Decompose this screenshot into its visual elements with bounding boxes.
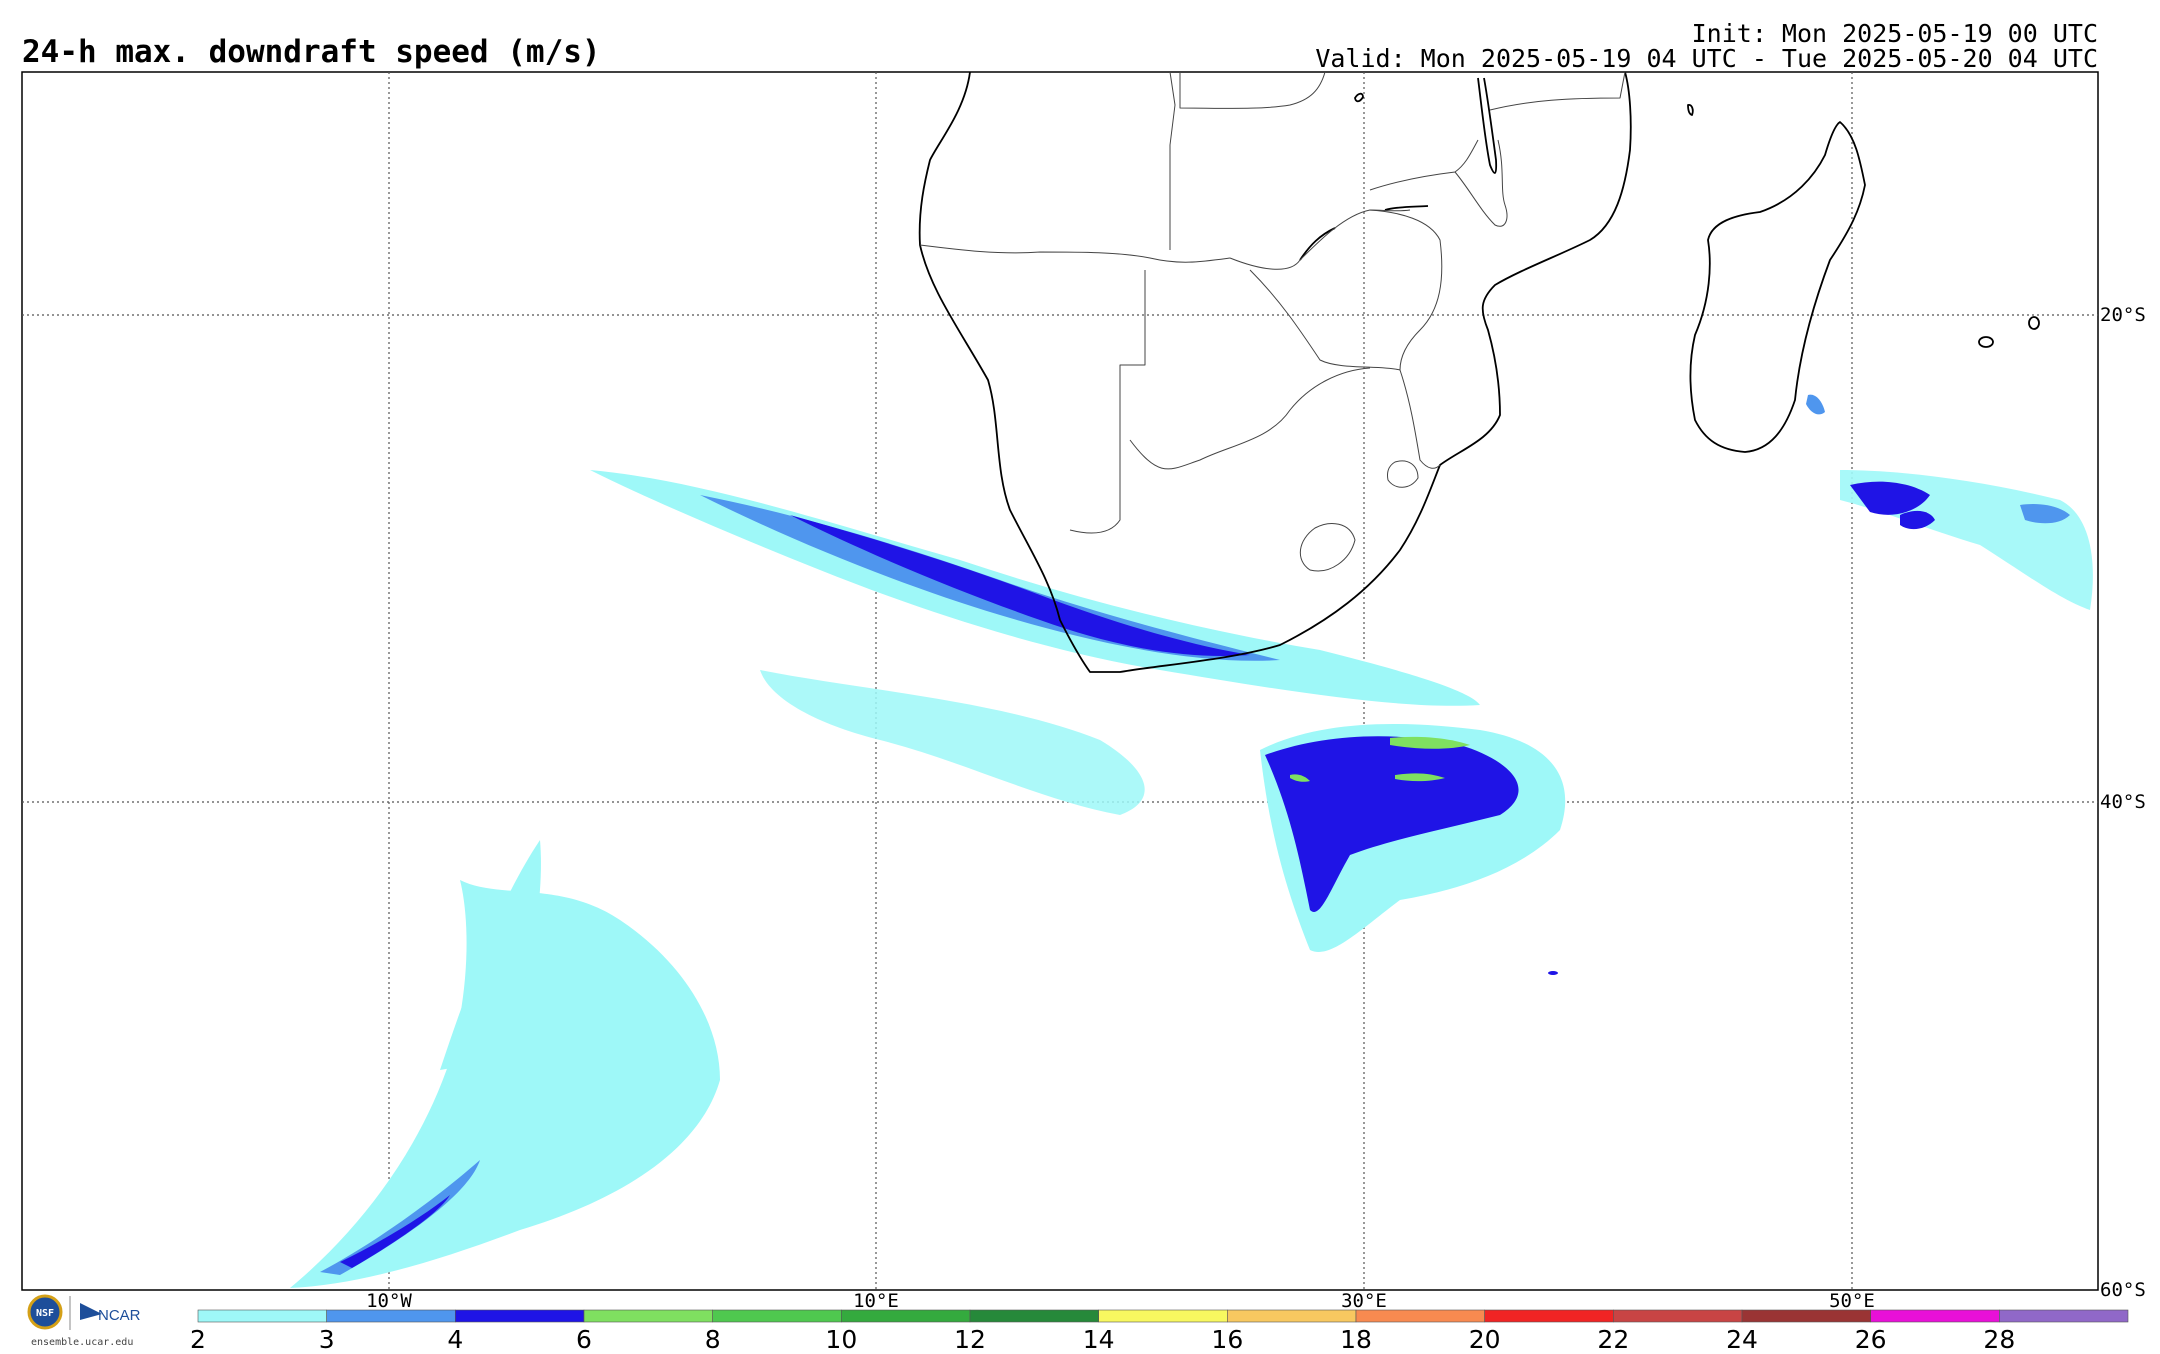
field-plume-southwest-level-3 bbox=[320, 1160, 480, 1275]
colorbar-swatch bbox=[197, 1309, 327, 1323]
colorbar-swatch bbox=[1098, 1309, 1228, 1323]
lon-label-30e: 30°E bbox=[1341, 1290, 1387, 1312]
mauritius-coastline bbox=[1978, 336, 1994, 348]
border-zimbabwe-mozambique bbox=[1369, 209, 1443, 371]
colorbar-swatch bbox=[1870, 1309, 2000, 1323]
field-madagascar-east-level-4a bbox=[1850, 481, 1930, 515]
colorbar-tick-label: 3 bbox=[319, 1325, 335, 1354]
colorbar-tick-label: 24 bbox=[1726, 1325, 1758, 1354]
border-angola-zambia bbox=[1169, 71, 1176, 250]
field-madagascar-east-level-4b bbox=[1900, 510, 1935, 530]
colorbar-tick-label: 20 bbox=[1469, 1325, 1501, 1354]
lake-kariba-coastline bbox=[1299, 227, 1336, 261]
lake-malawi-coastline bbox=[1477, 77, 1498, 174]
colorbar-tick-label: 10 bbox=[825, 1325, 857, 1354]
field-agulhas-cluster-level-6c bbox=[1290, 774, 1310, 782]
colorbar-swatch bbox=[712, 1309, 842, 1323]
field-plume-southwest-level-2 bbox=[290, 880, 720, 1288]
colorbar-swatch bbox=[1613, 1309, 1743, 1323]
colorbar-swatch bbox=[1355, 1309, 1485, 1323]
country-borders bbox=[919, 71, 1626, 572]
field-isolated-cell-level-4 bbox=[1548, 971, 1558, 975]
field-scatter-south-atlantic-level-2 bbox=[760, 670, 1145, 815]
downdraft-field bbox=[290, 394, 2093, 1288]
lat-label-40s: 40°S bbox=[2100, 791, 2146, 813]
colorbar-tick-label: 6 bbox=[576, 1325, 592, 1354]
border-zambia-zimbabwe bbox=[1229, 209, 1411, 270]
colorbar-tick-label: 26 bbox=[1855, 1325, 1887, 1354]
nsf-logo: NSF bbox=[27, 1294, 63, 1330]
colorbar: 2 3 4 6 8 10 12 14 16 18 20 22 24 26 28 bbox=[190, 1309, 2129, 1354]
lake-tanganyika-south-coastline bbox=[1354, 92, 1364, 103]
lon-label-10e: 10°E bbox=[853, 1290, 899, 1312]
field-madagascar-east-level-3 bbox=[2020, 504, 2070, 524]
colorbar-tick-label: 2 bbox=[190, 1325, 206, 1354]
nsf-logo-text: NSF bbox=[36, 1308, 54, 1319]
ncar-logo-mark bbox=[80, 1303, 102, 1320]
field-plume-southwest-level-4 bbox=[340, 1195, 450, 1268]
madagascar-coastline bbox=[1689, 121, 1866, 453]
border-botswana-south-africa bbox=[1129, 367, 1371, 470]
lon-label-50e: 50°E bbox=[1829, 1290, 1875, 1312]
colorbar-tick-label: 16 bbox=[1211, 1325, 1243, 1354]
map-title: 24-h max. downdraft speed (m/s) bbox=[22, 34, 601, 70]
colorbar-swatch bbox=[1484, 1309, 1614, 1323]
field-agulhas-cluster-level-6b bbox=[1395, 773, 1445, 782]
colorbar-swatch bbox=[969, 1309, 1099, 1323]
colorbar-swatch bbox=[1999, 1309, 2129, 1323]
colorbar-swatch bbox=[455, 1309, 585, 1323]
comoros-coastline bbox=[1687, 104, 1694, 116]
border-angola-namibia bbox=[919, 244, 1231, 263]
colorbar-swatch bbox=[583, 1309, 713, 1323]
border-tanzania-mozambique bbox=[1489, 71, 1626, 111]
colorbar-tick-label: 22 bbox=[1597, 1325, 1629, 1354]
field-agulhas-cluster-level-6a bbox=[1390, 736, 1470, 749]
colorbar-tick-label: 28 bbox=[1983, 1325, 2015, 1354]
border-lesotho bbox=[1300, 523, 1356, 572]
ensemble-site-text: ensemble.ucar.edu bbox=[31, 1337, 133, 1348]
field-atlantic-band-level-4 bbox=[790, 515, 1250, 656]
border-zambia-congo bbox=[1179, 71, 1326, 109]
ncar-logo: NCAR bbox=[80, 1303, 141, 1324]
coastlines bbox=[918, 71, 2040, 673]
valid-time: Valid: Mon 2025-05-19 04 UTC - Tue 2025-… bbox=[1315, 44, 2098, 73]
field-agulhas-cluster-level-4 bbox=[1265, 736, 1519, 912]
border-zambia-malawi bbox=[1369, 139, 1479, 191]
map-frame bbox=[21, 71, 2099, 1291]
colorbar-swatch bbox=[841, 1309, 971, 1323]
colorbar-tick-label: 12 bbox=[954, 1325, 986, 1354]
colorbar-tick-label: 8 bbox=[705, 1325, 721, 1354]
colorbar-swatch bbox=[1741, 1309, 1871, 1323]
border-botswana-zimbabwe bbox=[1249, 269, 1401, 371]
map-panel[interactable]: 10°W 10°E 30°E 50°E 20°S 40°S 60°S bbox=[21, 71, 2146, 1312]
colorbar-tick-label: 18 bbox=[1340, 1325, 1372, 1354]
lat-label-60s: 60°S bbox=[2100, 1279, 2146, 1301]
graticule bbox=[22, 72, 2098, 1290]
border-eswatini bbox=[1387, 460, 1419, 488]
cahora-bassa-coastline bbox=[1384, 205, 1429, 211]
border-namibia-botswana bbox=[1069, 270, 1146, 534]
colorbar-swatch bbox=[1227, 1309, 1357, 1323]
lon-label-10w: 10°W bbox=[366, 1290, 412, 1312]
ncar-logo-text: NCAR bbox=[98, 1307, 141, 1324]
africa-coastline bbox=[918, 71, 1632, 673]
colorbar-swatch bbox=[326, 1309, 456, 1323]
reunion-coastline bbox=[2028, 316, 2040, 330]
field-madagascar-south-level-3 bbox=[1806, 394, 1825, 415]
colorbar-tick-label: 14 bbox=[1083, 1325, 1115, 1354]
field-plume-southwest-level-2b bbox=[440, 840, 541, 1070]
colorbar-tick-label: 4 bbox=[447, 1325, 463, 1354]
border-mozambique-malawi bbox=[1454, 139, 1508, 227]
lat-label-20s: 20°S bbox=[2100, 304, 2146, 326]
init-time: Init: Mon 2025-05-19 00 UTC bbox=[1692, 19, 2098, 48]
border-south-africa-mozambique bbox=[1399, 369, 1441, 469]
